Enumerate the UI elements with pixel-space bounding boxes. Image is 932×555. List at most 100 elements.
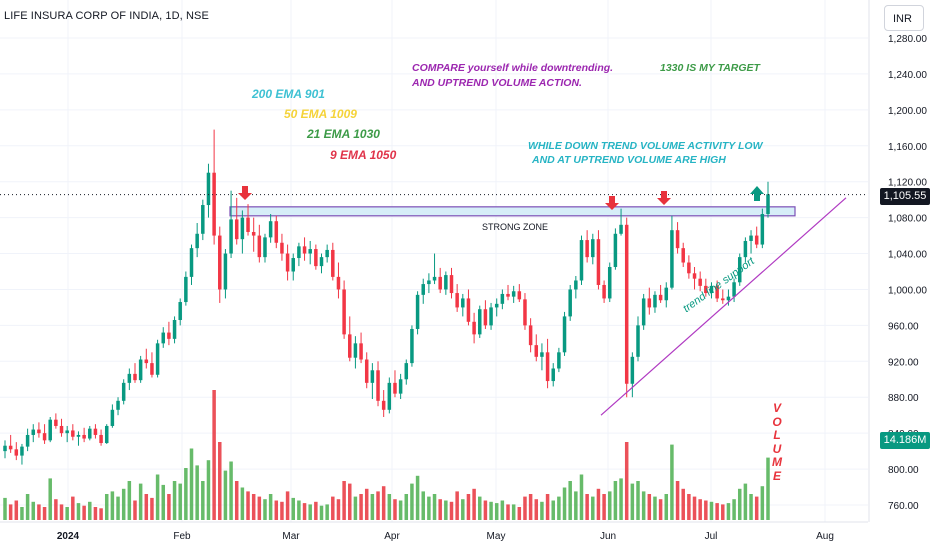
candle-body[interactable] xyxy=(155,343,160,375)
candle-body[interactable] xyxy=(387,382,392,410)
candle-body[interactable] xyxy=(624,224,629,384)
candle-body[interactable] xyxy=(449,275,454,294)
candle-body[interactable] xyxy=(630,356,635,384)
candle-body[interactable] xyxy=(59,425,64,434)
candle-body[interactable] xyxy=(500,293,505,304)
candle-body[interactable] xyxy=(528,325,533,346)
candle-body[interactable] xyxy=(240,217,245,240)
candle-body[interactable] xyxy=(393,382,397,394)
candle-body[interactable] xyxy=(726,296,731,301)
candle-body[interactable] xyxy=(206,172,211,206)
candle-body[interactable] xyxy=(585,240,589,258)
candle-body[interactable] xyxy=(229,219,233,254)
candle-body[interactable] xyxy=(364,359,369,383)
candle-body[interactable] xyxy=(314,249,318,267)
candle-body[interactable] xyxy=(523,299,527,326)
candle-body[interactable] xyxy=(489,307,493,326)
candle-body[interactable] xyxy=(444,275,448,290)
candle-body[interactable] xyxy=(325,249,329,258)
candle-body[interactable] xyxy=(540,352,544,357)
candle-body[interactable] xyxy=(545,352,550,382)
candle-body[interactable] xyxy=(116,400,120,410)
candle-body[interactable] xyxy=(754,235,759,245)
candle-body[interactable] xyxy=(353,343,358,358)
candle-body[interactable] xyxy=(483,309,488,326)
candle-body[interactable] xyxy=(737,257,742,283)
candle-body[interactable] xyxy=(302,246,307,254)
candle-body[interactable] xyxy=(658,294,663,301)
candle-body[interactable] xyxy=(636,325,640,357)
candle-body[interactable] xyxy=(297,246,301,259)
candle-body[interactable] xyxy=(562,316,567,353)
symbol-title[interactable]: LIFE INSURA CORP OF INDIA, 1D, NSE xyxy=(4,10,209,22)
trend-line-support[interactable] xyxy=(600,197,847,416)
candle-body[interactable] xyxy=(653,294,657,308)
candle-body[interactable] xyxy=(404,363,409,380)
currency-selector[interactable]: INR xyxy=(884,5,924,31)
candle-body[interactable] xyxy=(766,194,770,215)
candle-body[interactable] xyxy=(263,237,267,258)
candle-body[interactable] xyxy=(432,276,437,281)
candle-body[interactable] xyxy=(574,280,578,290)
candle-body[interactable] xyxy=(376,370,380,401)
candle-body[interactable] xyxy=(596,239,601,285)
candle-body[interactable] xyxy=(201,205,205,234)
candle-body[interactable] xyxy=(670,230,674,288)
candle-body[interactable] xyxy=(760,214,765,245)
candle-body[interactable] xyxy=(438,276,442,290)
candle-body[interactable] xyxy=(591,239,595,258)
candle-body[interactable] xyxy=(150,363,154,375)
candle-body[interactable] xyxy=(37,429,41,434)
candle-body[interactable] xyxy=(308,249,312,254)
candle-body[interactable] xyxy=(48,419,52,441)
candle-body[interactable] xyxy=(3,445,7,452)
candle-body[interactable] xyxy=(246,217,250,232)
candle-body[interactable] xyxy=(71,430,75,437)
candle-body[interactable] xyxy=(534,345,539,357)
candle-body[interactable] xyxy=(681,248,685,263)
candle-body[interactable] xyxy=(478,309,482,335)
candle-body[interactable] xyxy=(65,430,69,434)
candle-body[interactable] xyxy=(342,289,346,335)
candle-body[interactable] xyxy=(138,359,143,381)
candle-body[interactable] xyxy=(121,382,126,401)
candle-body[interactable] xyxy=(472,321,476,335)
candle-body[interactable] xyxy=(291,258,295,272)
candle-body[interactable] xyxy=(54,419,58,426)
candle-body[interactable] xyxy=(370,370,375,383)
candle-body[interactable] xyxy=(579,240,584,281)
candle-body[interactable] xyxy=(104,425,109,444)
candle-body[interactable] xyxy=(274,221,279,243)
candle-body[interactable] xyxy=(82,434,86,439)
candle-body[interactable] xyxy=(675,230,680,249)
candle-body[interactable] xyxy=(664,287,669,301)
candle-body[interactable] xyxy=(133,373,137,381)
candle-body[interactable] xyxy=(607,267,612,299)
candle-body[interactable] xyxy=(421,284,425,295)
candle-body[interactable] xyxy=(692,273,697,279)
candle-body[interactable] xyxy=(415,294,420,329)
candle-body[interactable] xyxy=(218,235,222,290)
candle-body[interactable] xyxy=(494,303,499,308)
candle-body[interactable] xyxy=(8,445,13,450)
candle-body[interactable] xyxy=(195,233,199,249)
candle-body[interactable] xyxy=(602,284,606,299)
candle-body[interactable] xyxy=(184,276,188,303)
candle-body[interactable] xyxy=(709,285,714,294)
candle-body[interactable] xyxy=(348,334,352,358)
candle-body[interactable] xyxy=(25,434,30,447)
candle-body[interactable] xyxy=(715,285,719,299)
candle-body[interactable] xyxy=(127,373,132,383)
candle-body[interactable] xyxy=(506,293,510,297)
candle-body[interactable] xyxy=(381,400,386,410)
candle-body[interactable] xyxy=(31,429,36,435)
candle-body[interactable] xyxy=(280,242,284,254)
candle-body[interactable] xyxy=(687,262,691,274)
candle-body[interactable] xyxy=(721,298,725,301)
candle-body[interactable] xyxy=(212,172,216,236)
candle-body[interactable] xyxy=(161,332,166,344)
candle-body[interactable] xyxy=(319,257,324,267)
candle-body[interactable] xyxy=(743,240,748,258)
